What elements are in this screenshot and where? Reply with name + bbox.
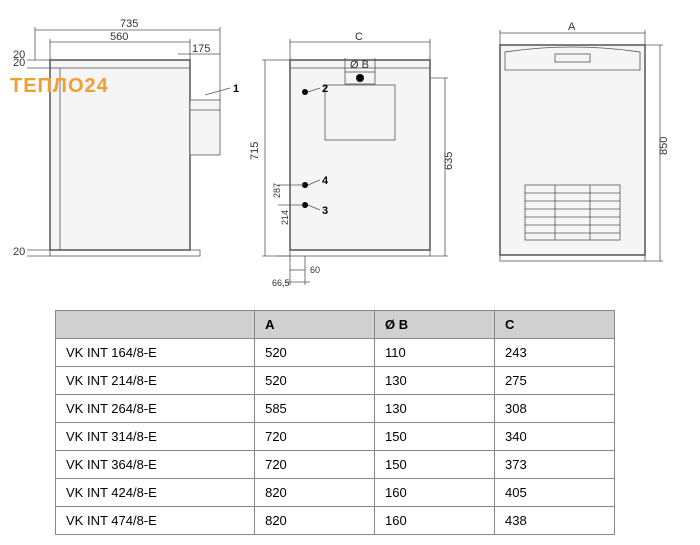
technical-drawing-area: ТЕПЛО24 735 560 175 (10, 10, 690, 300)
svg-text:20: 20 (13, 246, 25, 258)
svg-text:4: 4 (322, 175, 329, 187)
table-header-row: A Ø B C (56, 311, 615, 339)
svg-text:635: 635 (443, 152, 455, 170)
header-b: Ø B (375, 311, 495, 339)
svg-text:850: 850 (658, 137, 670, 155)
table-row: VK INT 214/8-E 520 130 275 (56, 367, 615, 395)
table-row: VK INT 364/8-E 720 150 373 (56, 451, 615, 479)
svg-text:3: 3 (322, 205, 328, 217)
svg-text:1: 1 (233, 83, 239, 95)
svg-text:Ø B: Ø B (350, 59, 369, 71)
dimensions-table: A Ø B C VK INT 164/8-E 520 110 243 VK IN… (55, 310, 615, 535)
table-row: VK INT 314/8-E 720 150 340 (56, 423, 615, 451)
svg-text:715: 715 (249, 142, 261, 160)
table-row: VK INT 424/8-E 820 160 405 (56, 479, 615, 507)
view1: 735 560 175 20 20 20 1 (13, 18, 239, 258)
diagram-svg: 735 560 175 20 20 20 1 (10, 10, 690, 300)
svg-text:560: 560 (110, 31, 128, 43)
svg-text:60: 60 (310, 265, 320, 275)
dimensions-table-area: A Ø B C VK INT 164/8-E 520 110 243 VK IN… (55, 310, 615, 535)
watermark-text: ТЕПЛО24 (10, 75, 109, 98)
svg-text:A: A (568, 21, 576, 33)
svg-text:735: 735 (120, 18, 138, 30)
header-a: A (255, 311, 375, 339)
table-row: VK INT 264/8-E 585 130 308 (56, 395, 615, 423)
svg-text:214: 214 (280, 210, 290, 225)
table-row: VK INT 164/8-E 520 110 243 (56, 339, 615, 367)
header-model (56, 311, 255, 339)
svg-text:66,5: 66,5 (272, 278, 290, 288)
table-row: VK INT 474/8-E 820 160 438 (56, 507, 615, 535)
svg-text:20: 20 (13, 49, 25, 61)
svg-text:175: 175 (192, 43, 210, 55)
view2: C Ø B 715 635 287 214 60 (249, 31, 455, 288)
view3: A 850 (500, 21, 670, 261)
header-c: C (495, 311, 615, 339)
svg-text:2: 2 (322, 83, 328, 95)
table-body: VK INT 164/8-E 520 110 243 VK INT 214/8-… (56, 339, 615, 535)
svg-text:C: C (355, 31, 363, 43)
